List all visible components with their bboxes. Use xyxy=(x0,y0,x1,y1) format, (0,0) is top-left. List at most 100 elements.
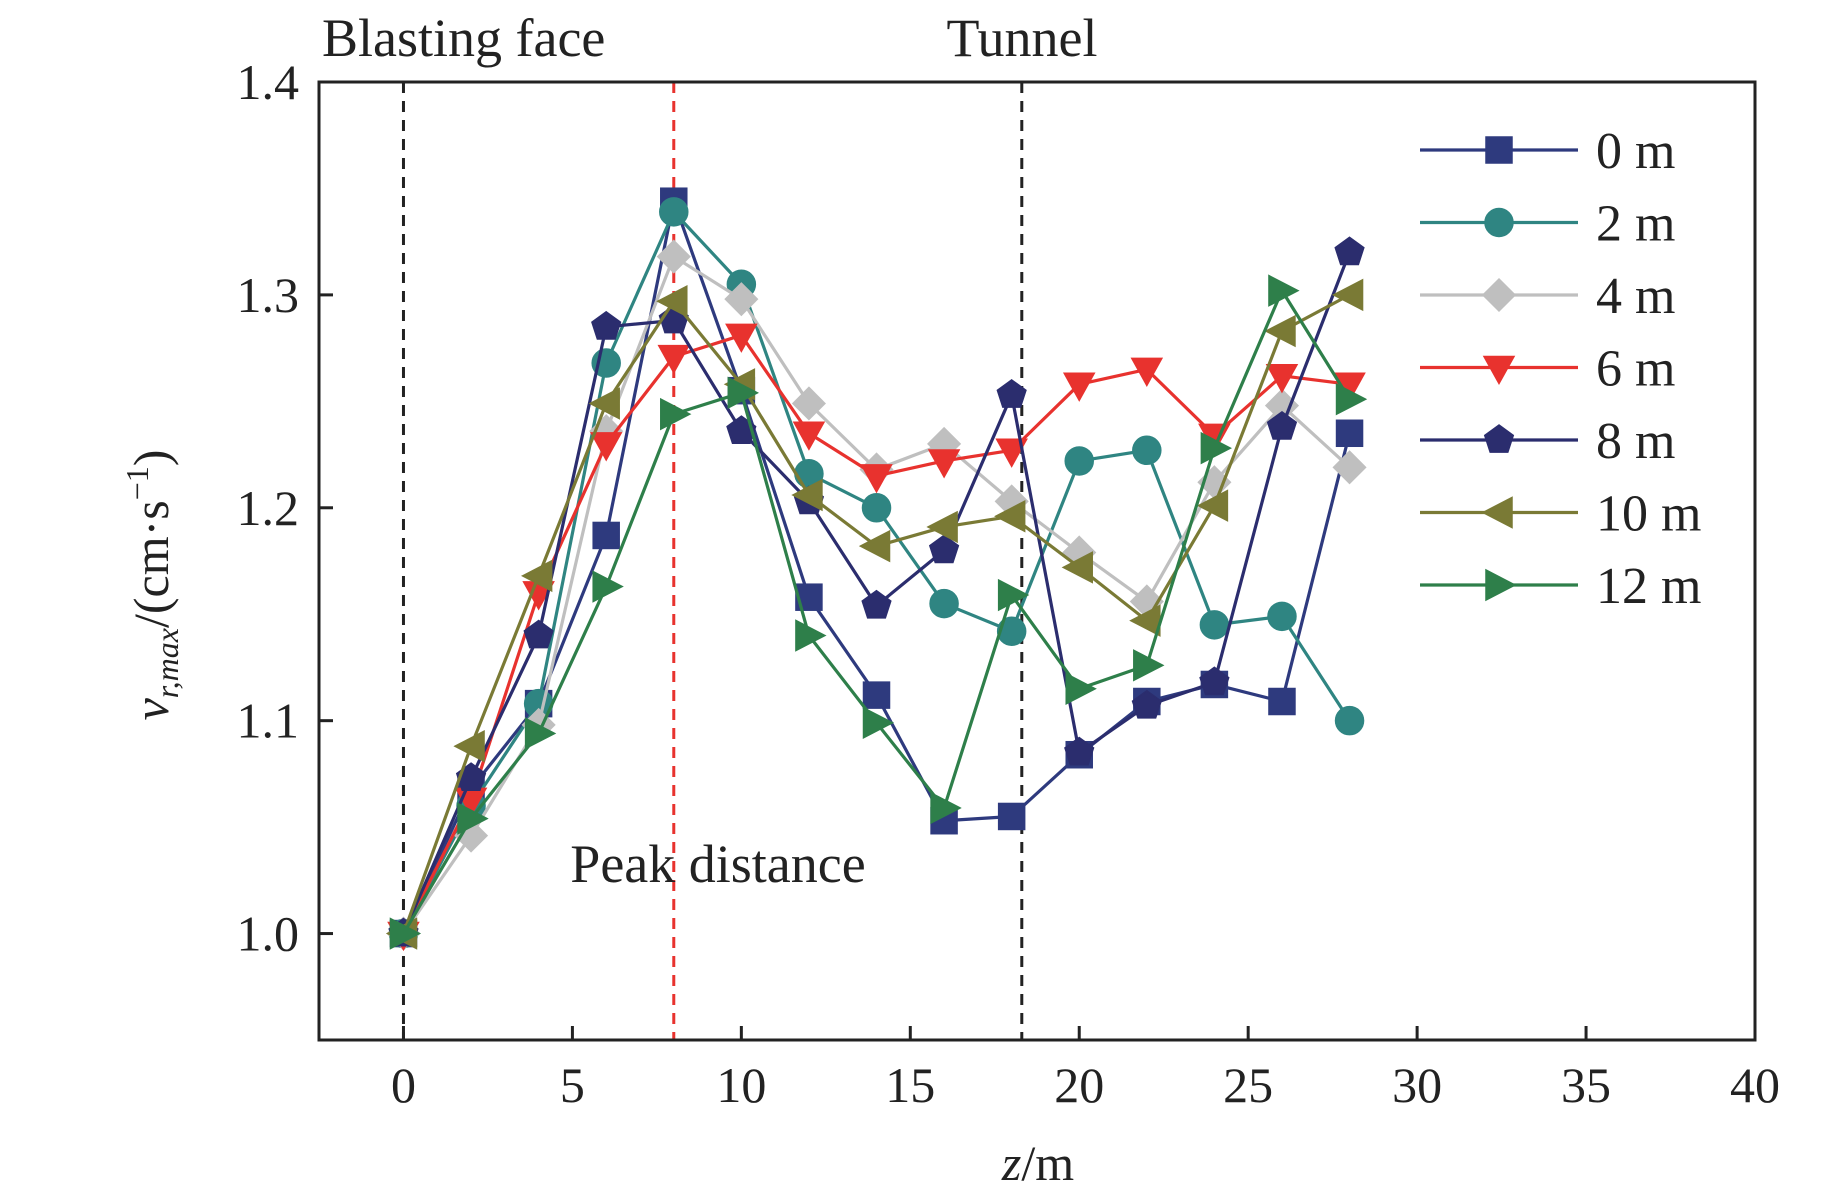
legend-label: 8 m xyxy=(1596,413,1675,470)
data-point xyxy=(389,917,422,950)
x-tick-label: 20 xyxy=(1054,1057,1104,1113)
peak-distance-label: Peak distance xyxy=(570,834,865,894)
blasting-face-label: Blasting face xyxy=(322,8,605,68)
legend-marker xyxy=(1483,424,1515,453)
data-point xyxy=(861,493,892,523)
data-point xyxy=(997,578,1030,612)
y-axis-sub: r,max xyxy=(149,628,185,698)
y-tick-label: 1.2 xyxy=(237,480,300,536)
data-point xyxy=(862,681,891,709)
y-axis-close: ) xyxy=(123,450,179,467)
series-0m xyxy=(389,187,1364,948)
y-tick-label: 1.0 xyxy=(237,906,300,962)
data-point xyxy=(860,464,893,494)
data-point xyxy=(1268,274,1300,307)
x-axis-title: z/m xyxy=(1001,1135,1074,1191)
legend-marker xyxy=(1482,355,1516,386)
data-point xyxy=(861,589,892,619)
data-point xyxy=(592,570,624,603)
legend-marker xyxy=(1485,568,1517,602)
data-point xyxy=(1264,314,1296,348)
legend-marker xyxy=(1485,136,1513,164)
data-point xyxy=(657,344,691,375)
data-point xyxy=(589,432,623,462)
data-point xyxy=(453,729,485,763)
legend: 0 m 2 m 4 m 6 m 8 m 10 m 12 m xyxy=(1420,123,1701,615)
x-tick-label: 25 xyxy=(1223,1057,1273,1113)
data-point xyxy=(724,282,759,317)
x-tick-label: 35 xyxy=(1561,1057,1611,1113)
x-tick-label: 40 xyxy=(1730,1057,1780,1113)
x-tick-label: 0 xyxy=(391,1057,416,1113)
data-point xyxy=(656,285,688,318)
legend-item: 2 m xyxy=(1420,196,1675,253)
data-point xyxy=(1200,431,1233,465)
y-tick-label: 1.4 xyxy=(237,54,300,110)
data-point xyxy=(862,706,895,740)
data-point xyxy=(659,197,689,227)
legend-item: 10 m xyxy=(1420,486,1701,543)
data-point xyxy=(660,397,692,431)
data-point xyxy=(523,619,554,649)
data-point xyxy=(1334,705,1365,736)
data-point xyxy=(997,802,1026,831)
data-point xyxy=(592,521,620,550)
data-point xyxy=(858,529,891,563)
data-point xyxy=(524,717,557,750)
data-point xyxy=(1334,236,1365,266)
data-point xyxy=(996,616,1027,647)
data-point xyxy=(1199,610,1230,640)
axis-ticks xyxy=(319,80,1757,1040)
plot-frame xyxy=(317,80,1757,1042)
data-point xyxy=(927,449,961,479)
data-point xyxy=(928,534,960,564)
legend-marker xyxy=(1484,207,1514,238)
series-10m xyxy=(385,278,1364,950)
legend-marker xyxy=(1481,277,1517,313)
legend-label: 6 m xyxy=(1596,341,1675,398)
tick-labels: 0 5 10 15 20 25 30 35 40 1.0 1.1 1.2 1.3 1.4 xyxy=(237,54,1781,1113)
data-point xyxy=(1335,419,1364,448)
x-axis-var: z xyxy=(1001,1135,1021,1191)
legend-label: 2 m xyxy=(1596,196,1675,253)
series-layer xyxy=(385,187,1368,952)
data-point xyxy=(1065,672,1097,705)
data-point xyxy=(725,323,758,353)
x-tick-label: 10 xyxy=(716,1057,766,1113)
data-point xyxy=(1267,601,1297,632)
y-axis-title: vr,max/(cm·s−1) xyxy=(119,450,185,721)
data-point xyxy=(929,588,959,619)
y-tick-label: 1.3 xyxy=(237,267,300,323)
data-point xyxy=(727,376,759,410)
y-axis-unit: /(cm·s xyxy=(123,500,179,628)
data-point xyxy=(1199,666,1230,696)
series-2m xyxy=(388,197,1365,949)
data-point xyxy=(996,379,1027,408)
series-12m xyxy=(389,274,1368,950)
data-point xyxy=(1064,446,1094,476)
data-point xyxy=(457,802,489,835)
data-point xyxy=(588,387,620,420)
legend-item: 6 m xyxy=(1420,341,1675,398)
legend-label: 4 m xyxy=(1596,268,1675,325)
data-point xyxy=(795,619,827,652)
y-axis-var: v xyxy=(123,697,179,720)
data-point xyxy=(656,239,691,274)
legend-item: 12 m xyxy=(1420,558,1701,615)
legend-item: 0 m xyxy=(1420,123,1675,180)
tunnel-label: Tunnel xyxy=(946,8,1097,68)
data-point xyxy=(994,500,1026,533)
data-point xyxy=(995,438,1028,468)
x-axis-unit: /m xyxy=(1021,1135,1074,1191)
data-point xyxy=(1062,372,1096,402)
data-point xyxy=(1132,435,1162,466)
data-point xyxy=(1130,357,1164,387)
data-point xyxy=(930,791,962,825)
data-point xyxy=(1331,278,1364,312)
y-axis-sup: −1 xyxy=(119,466,155,500)
data-point xyxy=(1265,364,1299,394)
data-point xyxy=(1335,382,1368,416)
data-point xyxy=(1196,489,1229,522)
data-point xyxy=(591,310,622,340)
